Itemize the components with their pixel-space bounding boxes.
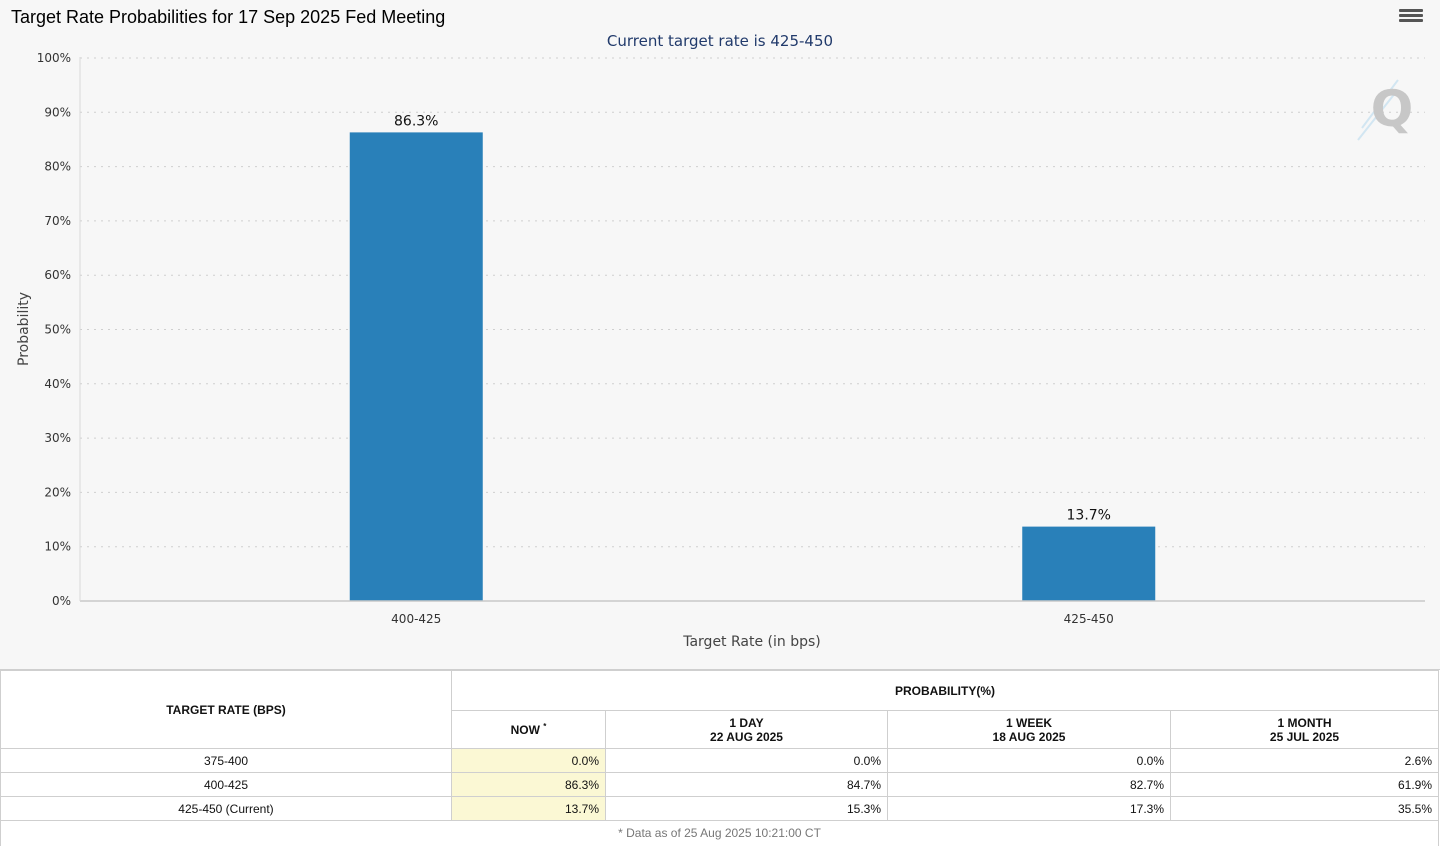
header-target-rate: TARGET RATE (BPS) [0, 670, 452, 749]
bar[interactable] [1022, 526, 1156, 601]
y-axis-title: Probability [16, 292, 32, 366]
y-tick-label: 70% [44, 214, 71, 228]
header-1-day-label: 1 DAY [729, 715, 764, 730]
table-row: 400-425 86.3% 84.7% 82.7% 61.9% [0, 772, 1439, 797]
hamburger-menu-icon [1399, 9, 1423, 12]
header-1-month-label: 1 MONTH [1277, 715, 1332, 730]
data-labels: 86.3% 13.7% [394, 113, 1111, 523]
cell-1-month: 2.6% [1170, 748, 1439, 773]
probability-table-panel: TARGET RATE (BPS) PROBABILITY(%) NOW * 1… [0, 669, 1440, 847]
y-tick-label: 0% [52, 594, 71, 608]
row-rate: 425-450 (Current) [0, 796, 452, 821]
y-tick-label: 20% [44, 485, 71, 499]
cell-1-month: 61.9% [1170, 772, 1439, 797]
table-row: 375-400 0.0% 0.0% 0.0% 2.6% [0, 748, 1439, 773]
cell-1-week: 0.0% [887, 748, 1171, 773]
cell-1-month: 35.5% [1170, 796, 1439, 821]
table-row: 425-450 (Current) 13.7% 15.3% 17.3% 35.5… [0, 796, 1439, 821]
x-tick-label: 425-450 [1064, 612, 1114, 626]
header-1-month-date: 25 JUL 2025 [1269, 729, 1340, 744]
row-rate: 400-425 [0, 772, 452, 797]
grid-lines [80, 57, 1425, 548]
header-1-month: 1 MONTH 25 JUL 2025 [1170, 710, 1439, 749]
header-1-week-label: 1 WEEK [1005, 715, 1052, 730]
header-now-label: NOW [510, 723, 540, 737]
x-tick-label: 400-425 [391, 612, 441, 626]
bar[interactable] [349, 132, 483, 602]
y-tick-label: 30% [44, 431, 71, 445]
hamburger-menu-icon-line [1399, 14, 1423, 17]
table-footnote: * Data as of 25 Aug 2025 10:21:00 CT [0, 820, 1439, 846]
header-1-week-date: 18 AUG 2025 [992, 729, 1066, 744]
hamburger-menu-icon-line [1399, 19, 1423, 22]
cell-1-day: 0.0% [605, 748, 888, 773]
now-asterisk: * [543, 722, 547, 731]
chart-subtitle: Current target rate is 425-450 [606, 32, 834, 50]
cell-1-week: 82.7% [887, 772, 1171, 797]
row-rate: 375-400 [0, 748, 452, 773]
chart-title: Target Rate Probabilities for 17 Sep 202… [11, 7, 446, 27]
watermark-logo: Q [1357, 79, 1414, 141]
header-1-day-date: 22 AUG 2025 [710, 729, 783, 744]
cell-1-day: 84.7% [605, 772, 888, 797]
watermark-letter: Q [1371, 80, 1414, 138]
chart-area: Target Rate Probabilities for 17 Sep 202… [11, 7, 1425, 650]
chart-menu-button[interactable] [1399, 9, 1423, 27]
x-axis-ticks: 400-425 425-450 [391, 612, 1114, 626]
x-axis-title: Target Rate (in bps) [682, 634, 821, 650]
cell-1-day: 15.3% [605, 796, 888, 821]
y-axis-ticks: 0% 10% 20% 30% 40% 50% 60% 70% 80% 90% 100% [37, 51, 71, 608]
header-now: NOW * [451, 710, 606, 749]
cell-now: 0.0% [451, 748, 606, 773]
bar-value-label: 86.3% [394, 113, 438, 129]
y-tick-label: 10% [44, 540, 71, 554]
bar-value-label: 13.7% [1067, 508, 1111, 524]
header-probability: PROBABILITY(%) [451, 670, 1439, 711]
probability-table: TARGET RATE (BPS) PROBABILITY(%) NOW * 1… [0, 670, 1439, 846]
header-1-week: 1 WEEK 18 AUG 2025 [887, 710, 1171, 749]
y-tick-label: 50% [44, 323, 71, 337]
y-tick-label: 90% [44, 105, 71, 119]
cell-now: 86.3% [451, 772, 606, 797]
bar-chart: 0% 10% 20% 30% 40% 50% 60% 70% 80% 90% 100% 86.3% 1… [16, 51, 1425, 650]
y-tick-label: 80% [44, 160, 71, 174]
cell-now: 13.7% [451, 796, 606, 821]
y-tick-label: 60% [44, 268, 71, 282]
y-tick-label: 100% [37, 51, 71, 65]
bars [349, 132, 1156, 602]
y-tick-label: 40% [44, 377, 71, 391]
cell-1-week: 17.3% [887, 796, 1171, 821]
header-1-day: 1 DAY 22 AUG 2025 [605, 710, 888, 749]
